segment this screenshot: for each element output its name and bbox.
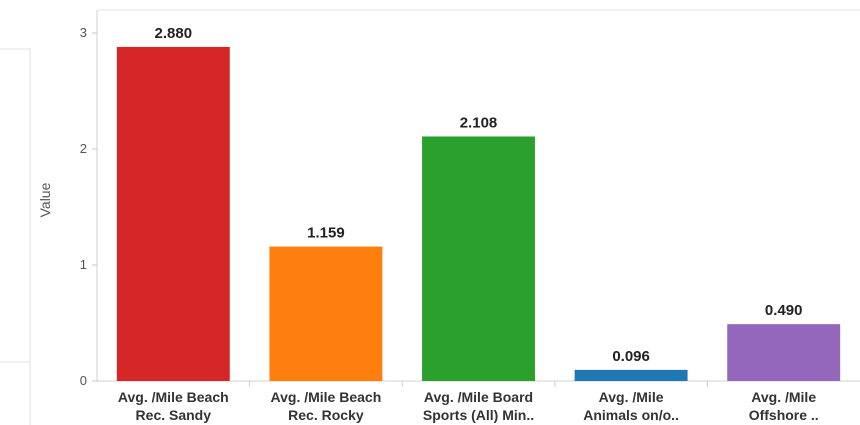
x-category-label: Avg. /Mile (751, 389, 816, 405)
y-ticks: 0 1 2 3 (80, 25, 97, 388)
bar[interactable] (269, 246, 383, 381)
y-tick-label: 1 (80, 257, 87, 272)
bar[interactable] (727, 324, 841, 381)
y-tick-label: 2 (80, 141, 87, 156)
bar-value-label: 1.159 (307, 225, 345, 242)
bar-value-label: 2.880 (155, 25, 193, 42)
y-tick-label: 0 (80, 373, 87, 388)
x-category-label: Rec. Sandy (136, 407, 212, 423)
x-category-label: Avg. /Mile Board (424, 389, 533, 405)
bars (116, 46, 841, 382)
x-category-label: Avg. /Mile (599, 389, 664, 405)
bar[interactable] (422, 136, 535, 381)
bar[interactable] (574, 369, 688, 381)
x-category-label: Sports (All) Min.. (423, 407, 534, 423)
bar-value-label: 0.096 (612, 348, 650, 365)
x-category-label: Avg. /Mile Beach (271, 389, 382, 405)
y-axis-title: Value (37, 182, 53, 217)
y-tick-label: 3 (80, 25, 87, 40)
value-labels: 2.880 1.159 2.108 0.096 0.490 (155, 25, 803, 365)
x-category-labels: Avg. /Mile Beach Rec. Sandy Avg. /Mile Bea… (118, 381, 819, 423)
x-category-label: Animals on/o.. (583, 407, 679, 423)
bar-value-label: 0.490 (765, 302, 803, 319)
x-category-label: Avg. /Mile Beach (118, 389, 229, 405)
x-category-label: Rec. Rocky (288, 407, 364, 423)
bar[interactable] (116, 46, 230, 382)
bar-value-label: 2.108 (460, 114, 498, 131)
x-category-label: Offshore .. (749, 407, 819, 423)
